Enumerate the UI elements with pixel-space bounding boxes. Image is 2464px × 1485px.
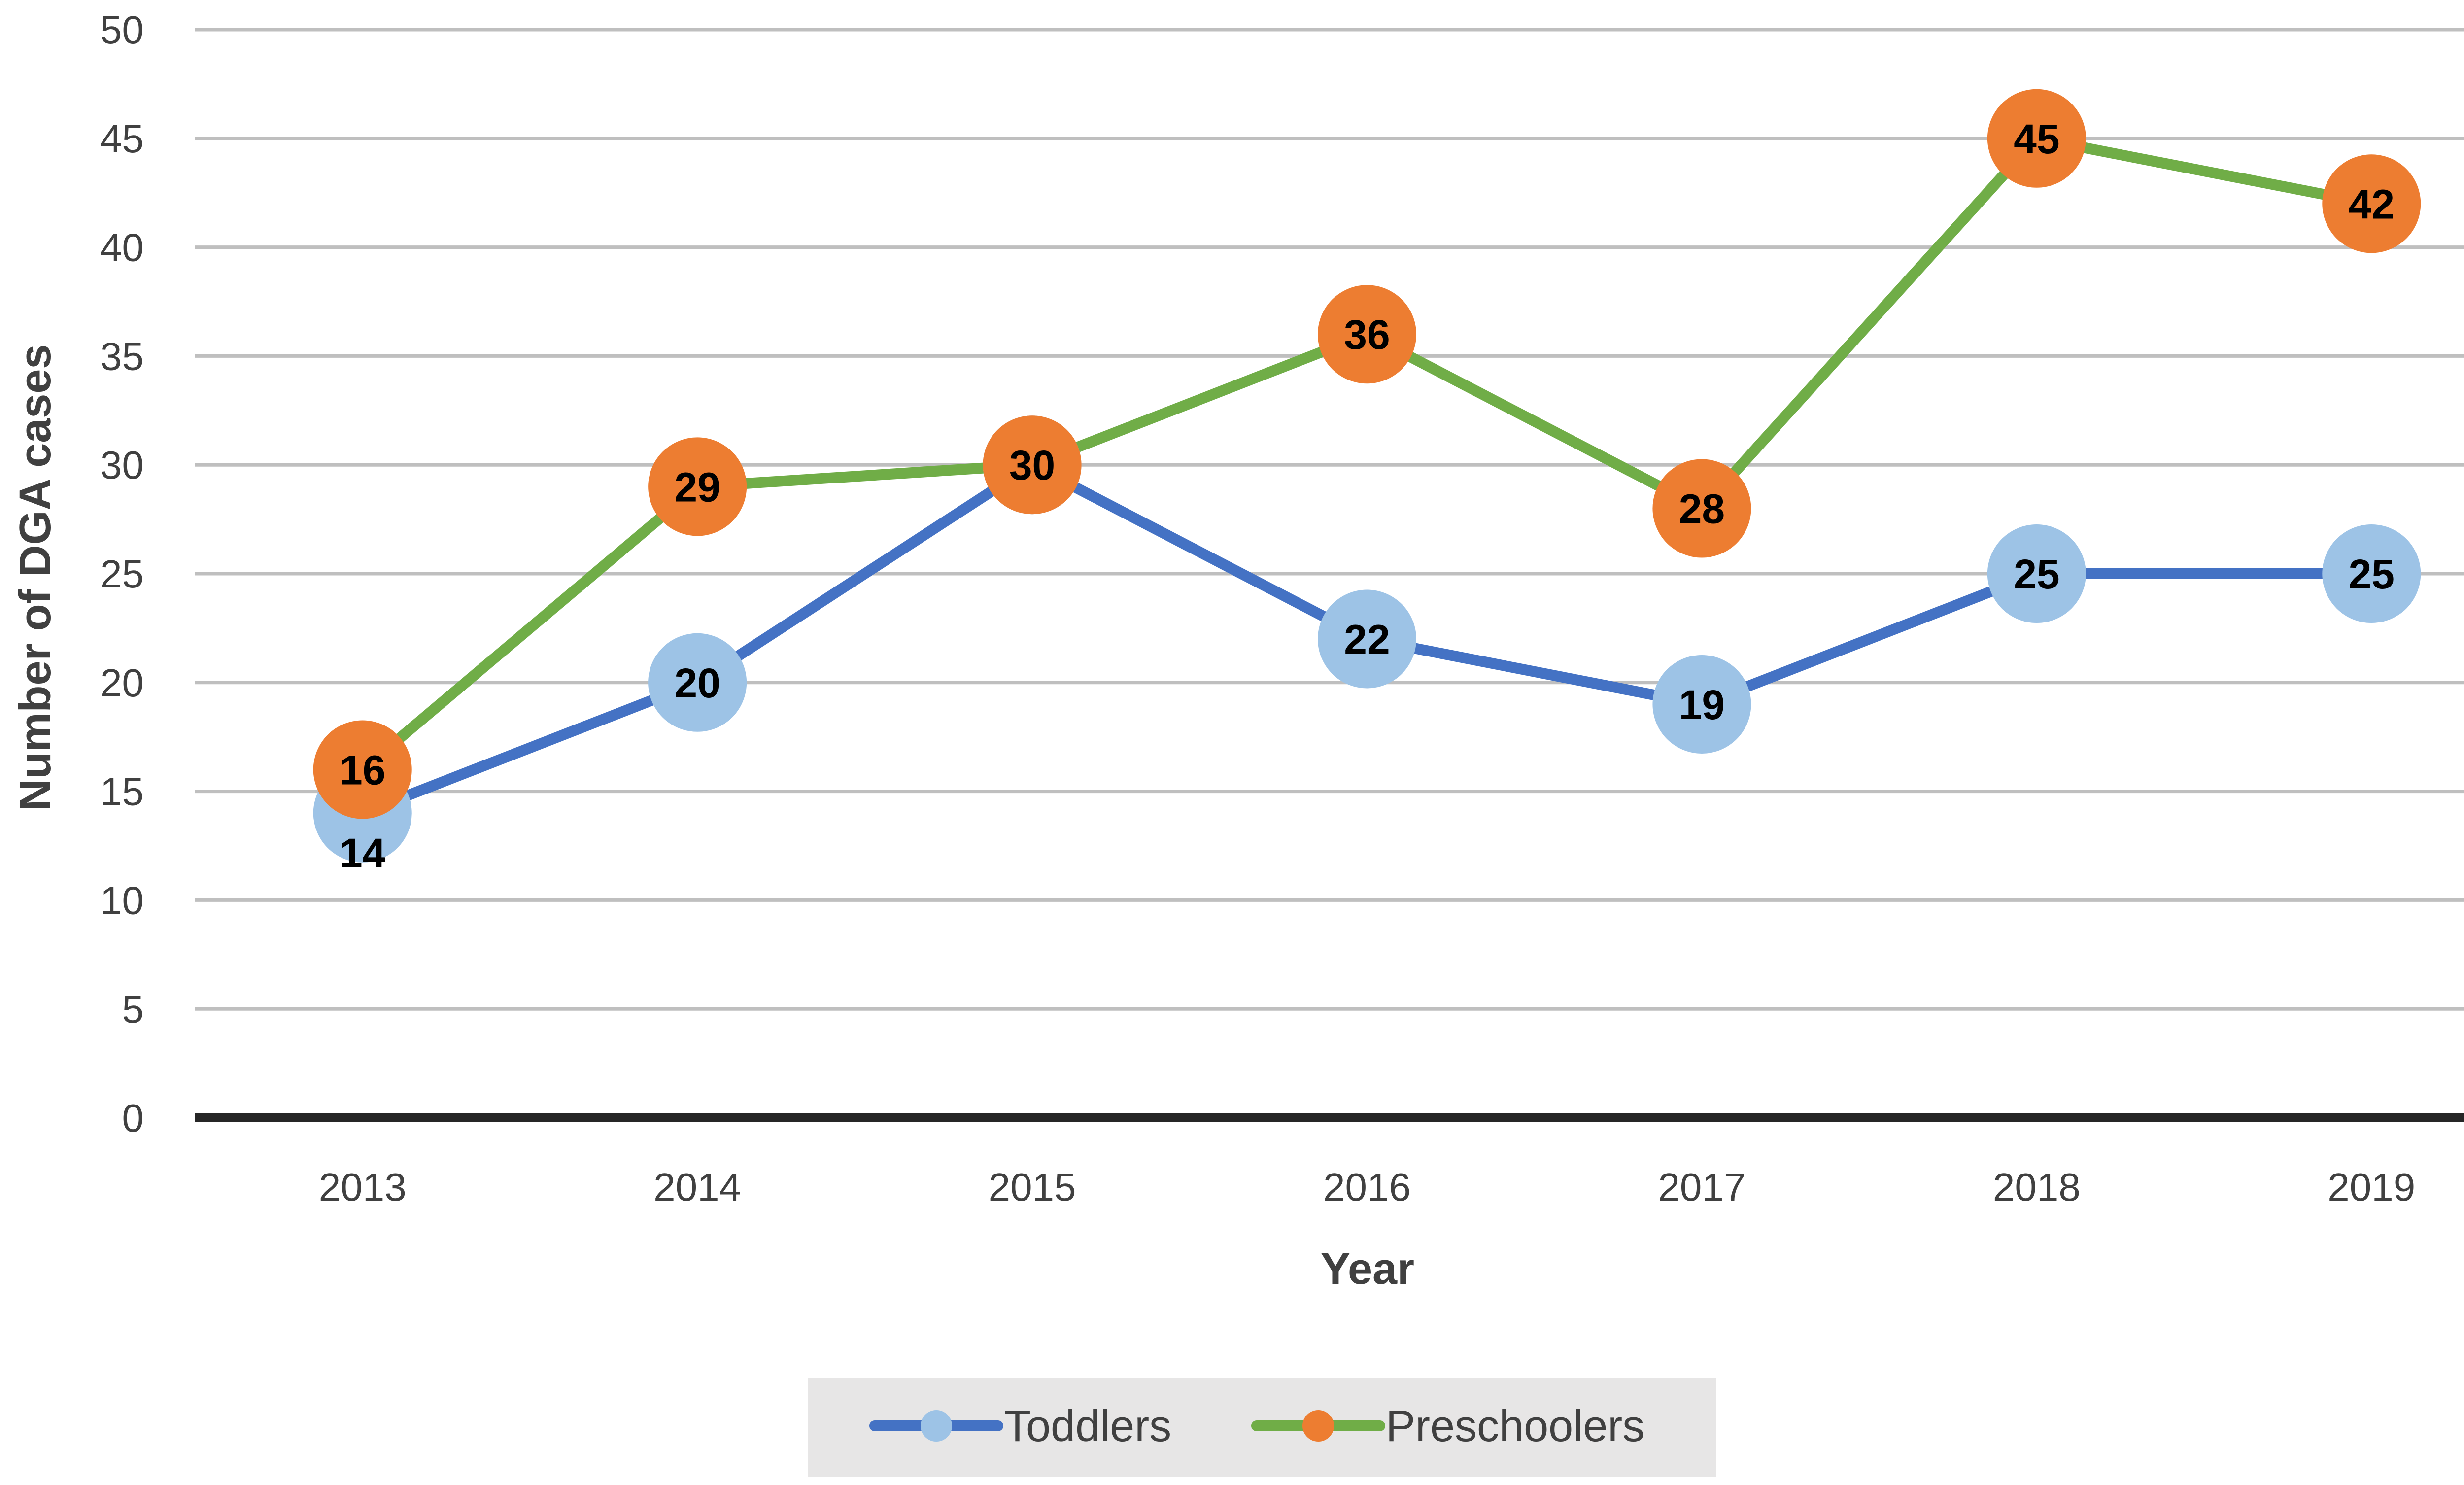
data-point [1318,589,1416,689]
data-label: 29 [674,464,720,510]
y-tick-label: 35 [100,334,144,378]
data-label: 25 [2349,551,2395,597]
y-tick-label: 15 [100,770,144,814]
y-tick-label: 25 [100,552,144,596]
data-label: 36 [1344,311,1390,358]
y-tick-label: 10 [100,878,144,922]
data-label: 14 [340,830,386,876]
data-label: 22 [1344,616,1390,662]
data-point [648,437,747,536]
data-label: 19 [1679,682,1725,728]
x-tick-label: 2014 [653,1165,741,1209]
y-tick-label: 5 [122,987,144,1031]
data-point [1652,459,1751,558]
y-axis-title: Number of DGA cases [11,345,60,811]
y-tick-label: 50 [100,8,144,52]
data-point [1652,655,1751,754]
data-label: 28 [1679,486,1725,532]
data-point [2322,524,2421,623]
plot-area: 1420302219252516293036284542 [313,89,2421,876]
y-tick-label: 20 [100,661,144,705]
data-label: 45 [2014,116,2059,162]
x-axis-ticks: 2013 2014 2015 2016 2017 2018 2019 [319,1165,2416,1209]
data-point [648,633,747,732]
x-tick-label: 2019 [2327,1165,2415,1209]
x-tick-label: 2018 [1993,1165,2081,1209]
data-point [1987,524,2086,623]
y-tick-label: 0 [122,1096,144,1140]
legend-marker [921,1410,952,1442]
data-label: 16 [340,747,385,793]
y-tick-label: 40 [100,226,144,270]
data-label: 30 [1009,442,1055,488]
legend-items: Toddlers Preschoolers [869,1402,1644,1451]
y-tick-label: 45 [100,117,144,161]
x-tick-label: 2017 [1658,1165,1745,1209]
data-point [1318,285,1416,384]
data-point [2322,154,2421,253]
x-tick-label: 2015 [989,1165,1076,1209]
x-axis-title: Year [1321,1244,1414,1294]
legend-marker [1302,1410,1334,1442]
data-label: 42 [2349,181,2395,227]
legend-label: Preschoolers [1386,1402,1644,1451]
legend-label: Toddlers [1004,1402,1171,1451]
data-label: 20 [674,660,720,706]
data-point [1987,89,2086,188]
data-point [313,720,412,819]
legend: Toddlers Preschoolers [808,1378,1716,1477]
data-label: 25 [2014,551,2059,597]
x-tick-label: 2016 [1323,1165,1411,1209]
y-tick-label: 30 [100,443,144,487]
x-tick-label: 2013 [319,1165,407,1209]
y-axis-ticks: 0 5 10 15 20 25 30 35 40 45 50 [100,8,144,1140]
data-point [983,415,1082,515]
